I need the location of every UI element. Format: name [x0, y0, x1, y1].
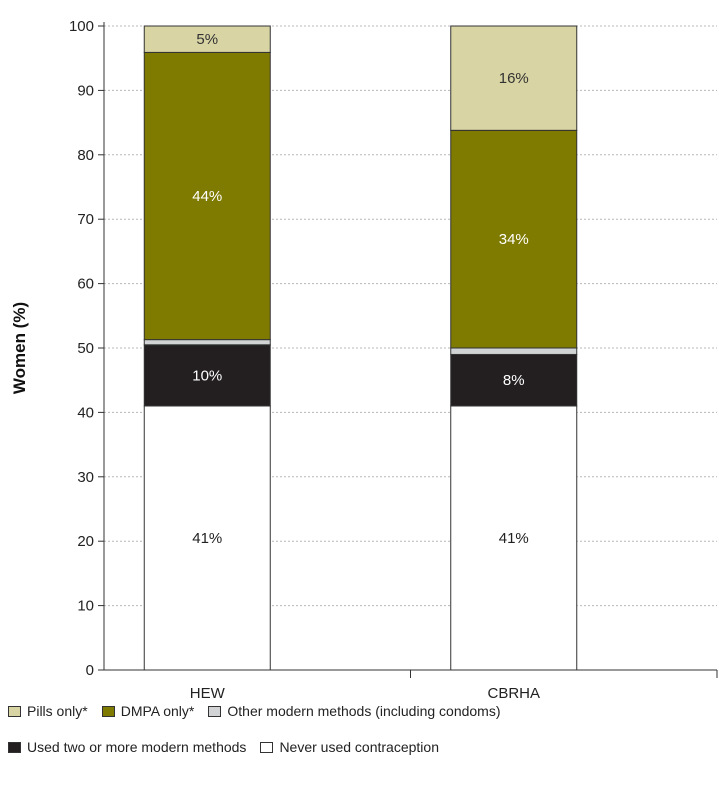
legend-label: Other modern methods (including condoms): [227, 703, 501, 719]
bar-segment: [450, 405, 578, 671]
bars: 41%10%1%44%5%41%8%1%34%16%: [143, 25, 578, 671]
stacked-bar-chart: 41%10%1%44%5%41%8%1%34%16% 0102030405060…: [10, 18, 718, 700]
y-tick-label: 90: [77, 82, 94, 99]
y-tick-label: 80: [77, 147, 94, 164]
legend-item: Never used contraception: [260, 739, 439, 755]
data-label: 44%: [192, 188, 222, 205]
y-tick-label: 0: [86, 662, 94, 679]
legend-swatch: [208, 705, 222, 717]
y-axis-label: Women (%): [10, 302, 29, 394]
bar-segment: [143, 344, 271, 407]
legend-swatch: [8, 705, 21, 717]
legend-item: Used two or more modern methods: [8, 739, 246, 755]
legend-row-2: Used two or more modern methods Never use…: [8, 739, 453, 755]
y-tick-label: 20: [77, 533, 94, 550]
legend-label: DMPA only*: [120, 703, 195, 719]
legend-row-1: Pills only* DMPA only* Other modern method…: [8, 703, 515, 719]
x-tick-label: HEW: [190, 685, 226, 700]
x-tick-label: CBRHA: [487, 685, 540, 700]
y-tick-label: 30: [77, 469, 94, 486]
y-tick-label: 60: [77, 276, 94, 293]
y-tick-label: 10: [77, 598, 94, 615]
legend-label: Pills only*: [27, 703, 88, 719]
data-label: 5%: [196, 31, 218, 48]
legend-swatch: [101, 705, 115, 717]
data-label: 16%: [499, 70, 529, 87]
legend-label: Used two or more modern methods: [27, 739, 247, 755]
legend-item: Pills only*: [8, 703, 88, 719]
bar-segment: [450, 353, 578, 407]
data-label: 34%: [499, 231, 529, 248]
y-tick-label: 50: [77, 340, 94, 357]
data-label: 10%: [192, 367, 222, 384]
legend-label: Never used contraception: [279, 739, 439, 755]
bar-segment: [450, 25, 578, 131]
legend-swatch: [260, 741, 274, 753]
y-tick-label: 100: [69, 18, 94, 35]
y-tick-label: 40: [77, 404, 94, 421]
bar-segment: [143, 405, 271, 671]
bar-segment: [143, 25, 271, 53]
bar-segment: [450, 129, 578, 349]
tick-labels: 0 10 20 30 40 50 60 70 80 90 100 HEW CBRHA: [69, 18, 540, 700]
legend-swatch: [8, 741, 21, 753]
data-label: 41%: [192, 530, 222, 547]
data-label: 8%: [503, 372, 525, 389]
bar-segment: [143, 51, 271, 341]
legend-item: Other modern methods (including condoms): [208, 703, 501, 719]
data-label: 41%: [499, 530, 529, 547]
y-tick-label: 70: [77, 211, 94, 228]
legend-item: DMPA only*: [101, 703, 195, 719]
